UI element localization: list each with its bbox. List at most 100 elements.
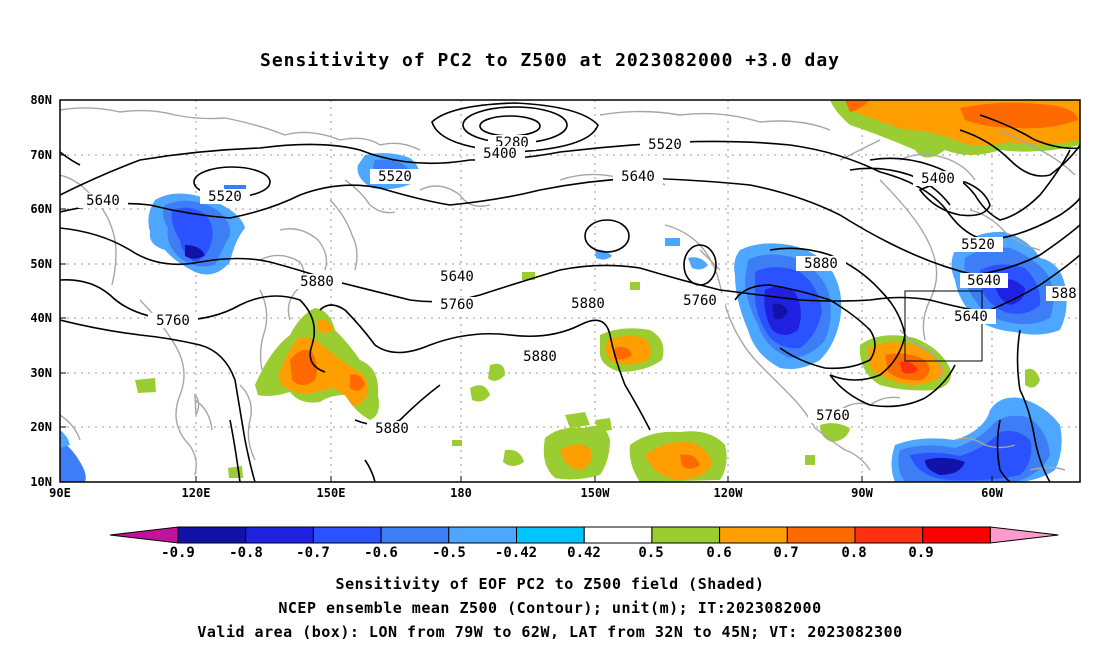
contour-label: 5760: [440, 297, 474, 313]
colorbar-segment: [651, 526, 721, 544]
caption-valid-area: Valid area (box): LON from 79W to 62W, L…: [197, 623, 903, 641]
lon-label: 120E: [182, 486, 211, 500]
lon-label: 60W: [981, 486, 1003, 500]
colorbar-label: 0.9: [908, 545, 933, 561]
lon-label: 90E: [49, 486, 71, 500]
colorbar-label: -0.7: [296, 545, 330, 561]
shade-greenland-darkorange: [960, 102, 1078, 129]
colorbar-segment: [448, 526, 517, 544]
lat-label: 50N: [30, 257, 52, 271]
shade-cpac-dark: [614, 346, 632, 360]
z500-contours: [60, 102, 1080, 482]
contour-label: 5880: [523, 349, 557, 365]
shade-green-spot-4: [488, 363, 505, 381]
shade-us-core2: [772, 303, 788, 320]
shade-japan-spot3: [318, 319, 333, 333]
lon-label: 90W: [851, 486, 873, 500]
shade-se-red: [900, 361, 918, 374]
colorbar-label: -0.6: [364, 545, 398, 561]
shade-trop-orange-2: [645, 441, 712, 480]
shade-green-spot-5: [503, 449, 524, 466]
shade-gulf-green2: [805, 455, 815, 465]
colorbar-segment: [245, 526, 314, 544]
colorbar-segment: [583, 526, 653, 544]
shade-atl-green: [1025, 368, 1040, 388]
colorbar-label: 0.5: [638, 545, 663, 561]
contour-label: 5640: [967, 273, 1001, 289]
shade-arctic-pink: [845, 100, 870, 112]
colorbar-segment: [854, 526, 924, 544]
colorbar-segment: [516, 526, 585, 544]
shade-india-light: [60, 430, 70, 448]
shade-mongolia-dark: [171, 207, 213, 262]
shade-green-spot-6: [630, 282, 640, 290]
contour-label: 5520: [648, 137, 682, 153]
colorbar-segment: [786, 526, 856, 544]
lat-label: 20N: [30, 420, 52, 434]
colorbar-high-triangle: [989, 526, 1059, 544]
contour-label: 5400: [921, 171, 955, 187]
contour-label: 5640: [954, 309, 988, 325]
lat-label: 60N: [30, 202, 52, 216]
shade-green-spot-8: [452, 440, 462, 446]
contour-label: 5640: [440, 269, 474, 285]
lon-label: 150W: [581, 486, 611, 500]
shade-green-spot-2: [228, 466, 243, 478]
lon-label: 120W: [714, 486, 744, 500]
contour-label: 5520: [208, 189, 242, 205]
shade-gulfak-spot: [665, 238, 680, 246]
colorbar-label: -0.5: [432, 545, 466, 561]
lon-labels: 90E 120E 150E 180 150W 120W 90W 60W: [49, 486, 1003, 500]
shade-trop-green-4: [595, 418, 612, 432]
contour-labels: 5280 5400 5520 5520 5520 5640 5640 5640 …: [78, 135, 1080, 437]
lat-label: 80N: [30, 93, 52, 107]
lon-label: 180: [450, 486, 472, 500]
shade-okhotsk-spot: [224, 185, 246, 190]
colorbar-labels: -0.9 -0.8 -0.7 -0.6 -0.5 -0.42 0.42 0.5 …: [161, 545, 934, 561]
colorbar-label: -0.42: [495, 545, 537, 561]
contour-label: 5880: [804, 256, 838, 272]
valid-area-box: [904, 290, 983, 362]
contour-label: 5520: [961, 237, 995, 253]
colorbar-segment: [380, 526, 450, 544]
shade-trop-orange-1: [560, 444, 592, 470]
colorbar-label: -0.8: [229, 545, 263, 561]
contour-label: 588: [1051, 286, 1076, 302]
colorbar-label: 0.7: [773, 545, 798, 561]
lat-label: 40N: [30, 311, 52, 325]
map-title: Sensitivity of PC2 to Z500 at 2023082000…: [259, 50, 840, 71]
shade-alaska-spot: [595, 249, 612, 260]
contour-label: 5400: [483, 146, 517, 162]
shade-japan-spot2: [350, 374, 365, 391]
lat-labels: 80N 70N 60N 50N 40N 30N 20N 10N: [30, 93, 52, 489]
shade-alaska-spot2: [688, 257, 708, 270]
shade-trop-green-3: [565, 412, 590, 428]
contour-label: 5640: [621, 169, 655, 185]
contour-label: 5760: [683, 293, 717, 309]
contour-label: 5760: [156, 313, 190, 329]
colorbar-segment: [312, 526, 382, 544]
colorbar: [109, 526, 1059, 544]
colorbar-segment: [719, 526, 788, 544]
colorbar-segment: [177, 526, 247, 544]
shade-green-spot-1: [135, 378, 156, 393]
contour-label: 5880: [571, 296, 605, 312]
colorbar-low-triangle: [109, 526, 179, 544]
lat-label: 30N: [30, 366, 52, 380]
contour-label: 5640: [86, 193, 120, 209]
axis-ticks: [60, 154, 993, 482]
shade-carib-core: [925, 457, 965, 475]
contour-label: 5520: [378, 169, 412, 185]
sensitivity-shading: [60, 100, 1080, 482]
caption-contour: NCEP ensemble mean Z500 (Contour); unit(…: [278, 599, 822, 617]
shade-trop-dark-2: [680, 454, 700, 469]
shade-india-blue: [60, 440, 86, 482]
shade-mongolia-core: [185, 245, 205, 259]
contour-label: 5880: [375, 421, 409, 437]
caption-shaded: Sensitivity of EOF PC2 to Z500 field (Sh…: [335, 575, 765, 593]
colorbar-segment: [922, 526, 991, 544]
contour-label: 5760: [816, 408, 850, 424]
lat-label: 10N: [30, 475, 52, 489]
shade-green-spot-3: [470, 385, 490, 402]
